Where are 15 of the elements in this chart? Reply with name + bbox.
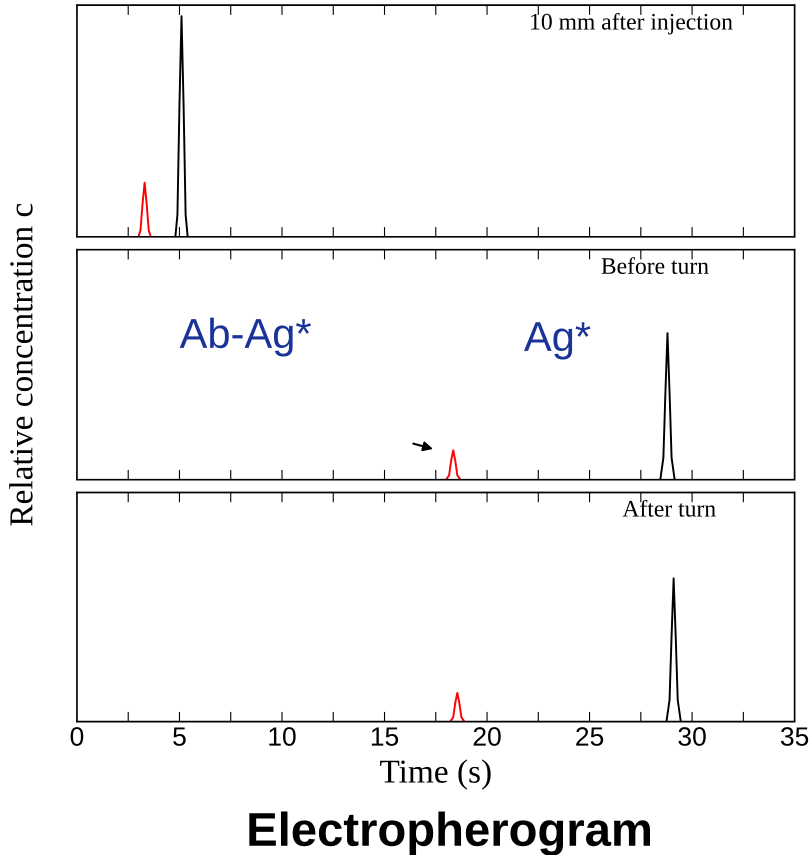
x-tick-label: 30 [678,727,706,746]
x-tick-label: 10 [269,727,296,746]
text: Before turn [602,257,709,274]
y-axis-title: Relative concentration c [9,204,33,526]
annotation: 10 mm after injection [531,12,733,34]
x-tick-label: 20 [474,727,501,746]
x-tick-label: 25 [576,727,604,746]
x-tick-label: 35 [780,727,808,746]
x-axis-title: Time (s) [380,759,491,790]
x-tick-label: 0 [70,727,84,746]
x-tick-label: 5 [173,727,186,746]
x-tick-label: 15 [372,727,398,746]
annotation: Ag* [524,322,590,360]
annotation: Ab-Ag* [180,318,311,356]
text: After turn [622,500,716,517]
